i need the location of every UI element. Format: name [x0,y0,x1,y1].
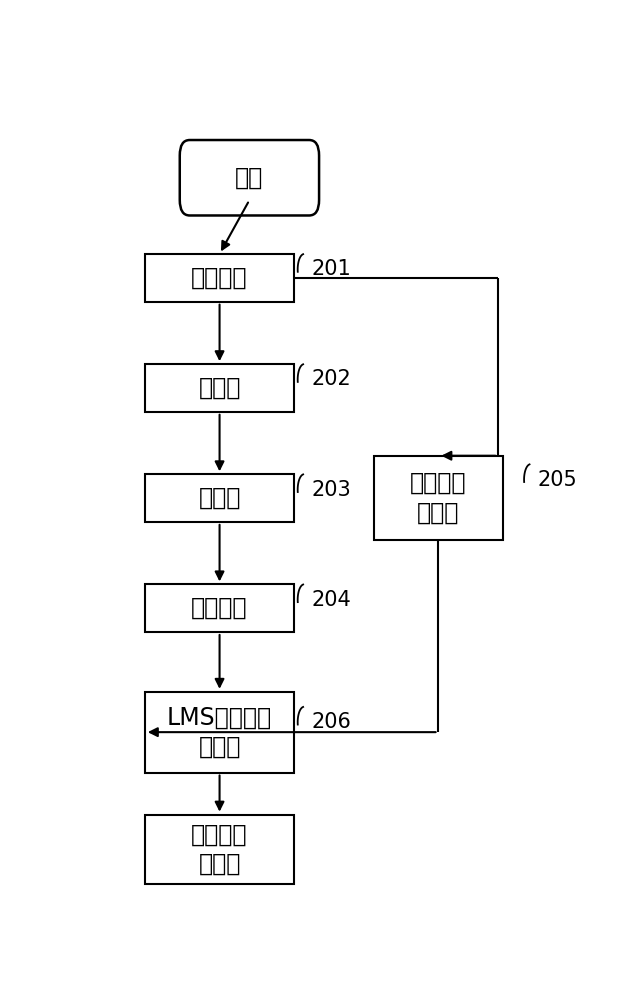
Text: 201: 201 [311,259,351,279]
Text: 204: 204 [311,590,351,610]
FancyBboxPatch shape [145,692,294,773]
FancyBboxPatch shape [145,364,294,412]
Text: 205: 205 [538,470,578,490]
Text: 202: 202 [311,369,351,389]
Text: 预估计: 预估计 [198,376,241,400]
FancyBboxPatch shape [374,456,503,540]
Text: 预均衡: 预均衡 [198,486,241,510]
FancyBboxPatch shape [180,140,319,215]
Text: 203: 203 [311,480,351,500]
FancyBboxPatch shape [145,254,294,302]
FancyBboxPatch shape [145,584,294,632]
Text: 输出信道
估计値: 输出信道 估计値 [191,822,248,876]
FancyBboxPatch shape [145,815,294,884]
Text: 206: 206 [311,712,351,732]
Text: 序列还原: 序列还原 [191,596,248,620]
Text: 自适应方
向判定: 自适应方 向判定 [410,471,467,525]
Text: LMS自适应信
道估计: LMS自适应信 道估计 [167,705,272,759]
FancyBboxPatch shape [145,474,294,522]
Text: 接收序列: 接收序列 [191,266,248,290]
Text: 开始: 开始 [235,166,264,190]
